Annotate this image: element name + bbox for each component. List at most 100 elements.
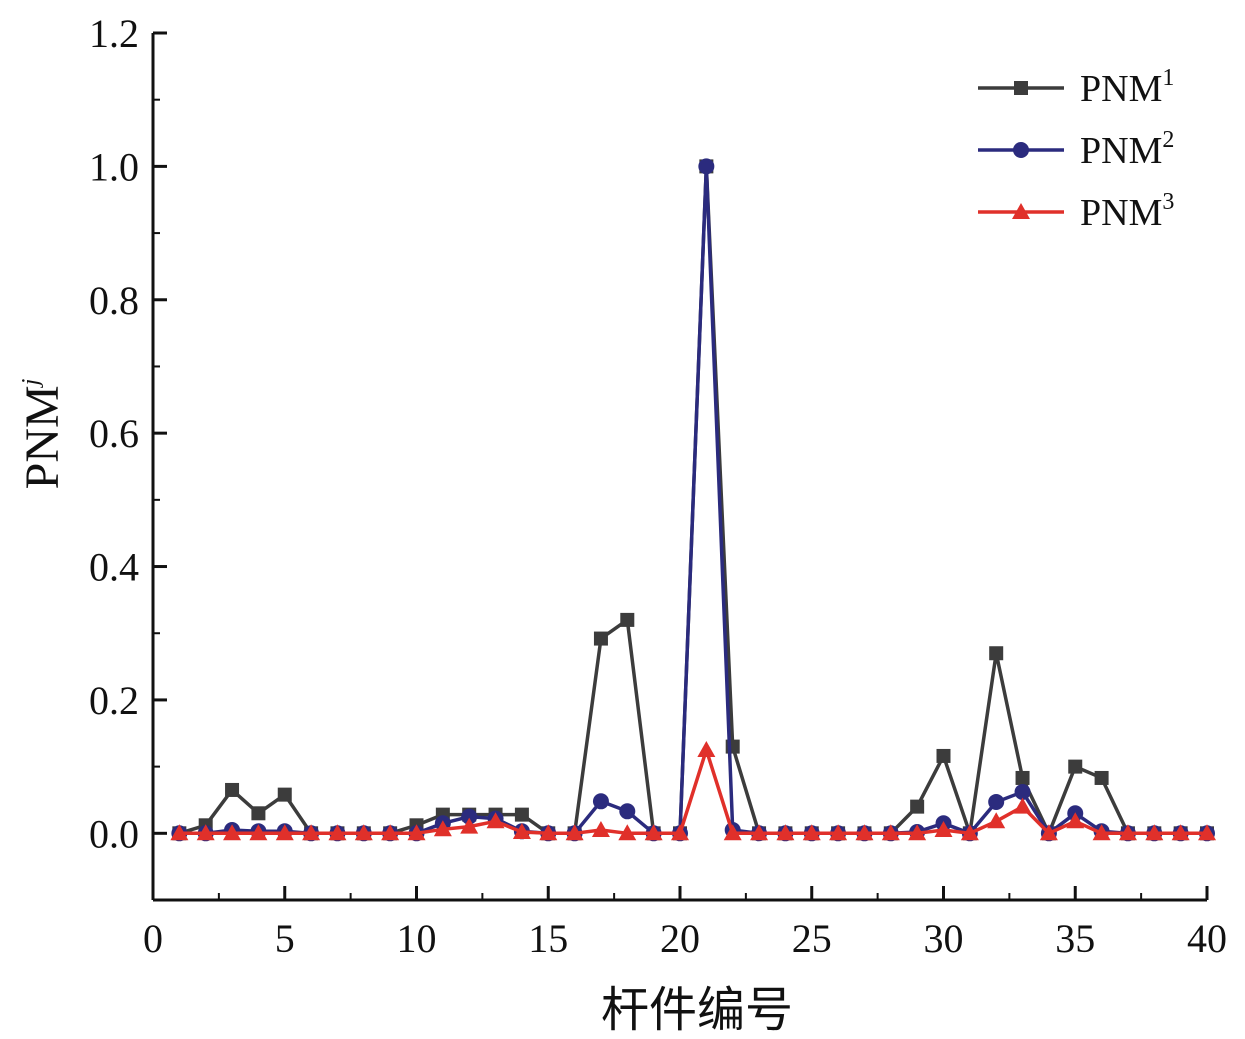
y-axis-title-sup: j — [18, 378, 44, 388]
y-tick-label: 0.6 — [89, 411, 139, 456]
legend-marker — [1014, 81, 1028, 95]
data-point-3 — [1145, 824, 1164, 841]
series-3 — [170, 740, 1216, 841]
data-point-3 — [512, 822, 531, 839]
data-point-3 — [170, 824, 189, 841]
series-2 — [171, 158, 1215, 842]
axes: 0 5 10 15 20 25 30 35 40 0.0 0.2 0.4 0.6 0.8 1.0 1.2 — [89, 11, 1227, 961]
data-point-2 — [698, 158, 715, 175]
data-point-3 — [618, 824, 637, 841]
data-point-3 — [1013, 797, 1032, 814]
legend-label-sup: 3 — [1162, 189, 1174, 215]
data-point-3 — [881, 824, 900, 841]
x-tick-label: 35 — [1055, 916, 1095, 961]
data-point-2 — [988, 793, 1005, 810]
x-axis-title: 杆件编号 — [601, 982, 793, 1038]
x-tick-label: 10 — [397, 916, 437, 961]
x-tick-label: 20 — [660, 916, 700, 961]
data-point-1 — [225, 782, 240, 797]
legend-label: PNM3 — [1080, 189, 1174, 234]
y-axis-title: PNMj — [16, 378, 69, 489]
data-point-3 — [1198, 824, 1216, 841]
series-line-3 — [179, 748, 1207, 836]
data-point-3 — [776, 824, 795, 841]
data-point-3 — [539, 824, 558, 841]
legend-marker — [1012, 203, 1030, 219]
y-tick-label: 0.8 — [89, 278, 139, 323]
data-point-3 — [987, 812, 1006, 829]
data-point-3 — [486, 812, 505, 829]
y-tick-label: 0.2 — [89, 678, 139, 723]
data-point-3 — [750, 824, 769, 841]
data-point-3 — [1118, 824, 1137, 841]
legend-label: PNM1 — [1080, 65, 1174, 110]
x-tick-label: 25 — [792, 916, 832, 961]
y-tick-label: 0.4 — [89, 545, 139, 590]
x-tick-label: 15 — [528, 916, 568, 961]
legend-label: PNM2 — [1080, 127, 1174, 172]
legend-item-1: PNM1 — [978, 65, 1174, 110]
data-point-1 — [593, 631, 608, 646]
data-point-3 — [1066, 812, 1085, 829]
data-point-1 — [1015, 770, 1030, 785]
legend-label-sup: 1 — [1162, 65, 1174, 91]
data-point-3 — [1092, 824, 1111, 841]
series-line-2 — [179, 164, 1207, 836]
y-tick-label: 1.2 — [89, 11, 139, 56]
data-point-3 — [908, 824, 927, 841]
data-point-1 — [910, 799, 925, 814]
data-point-3 — [934, 820, 953, 837]
data-point-3 — [723, 824, 742, 841]
data-point-1 — [1094, 770, 1109, 785]
data-point-3 — [196, 824, 215, 841]
data-point-3 — [855, 824, 874, 841]
y-tick-label: 1.0 — [89, 144, 139, 189]
data-point-3 — [960, 824, 979, 841]
data-point-2 — [619, 803, 636, 820]
data-point-1 — [514, 807, 529, 822]
legend-label-sup: 2 — [1162, 127, 1174, 153]
data-point-2 — [461, 808, 478, 825]
data-point-3 — [1039, 824, 1058, 841]
legend-marker — [1013, 142, 1029, 158]
data-point-3 — [354, 824, 373, 841]
data-point-3 — [328, 824, 347, 841]
data-point-3 — [697, 740, 716, 757]
legend-label-main: PNM — [1080, 192, 1162, 234]
y-axis-title-main: PNM — [16, 385, 69, 489]
data-point-3 — [591, 820, 610, 837]
data-point-3 — [829, 824, 848, 841]
data-point-3 — [223, 824, 242, 841]
data-point-3 — [460, 817, 479, 834]
x-tick-label: 0 — [143, 916, 163, 961]
data-point-1 — [277, 787, 292, 802]
series-layer — [170, 158, 1216, 842]
legend-item-2: PNM2 — [978, 127, 1174, 172]
legend-label-main: PNM — [1080, 68, 1162, 110]
data-point-3 — [433, 820, 452, 837]
legend-label-main: PNM — [1080, 130, 1162, 172]
data-point-3 — [275, 824, 294, 841]
data-point-1 — [251, 806, 266, 821]
data-point-3 — [565, 824, 584, 841]
data-point-3 — [644, 824, 663, 841]
legend-item-3: PNM3 — [978, 189, 1174, 234]
y-tick-label: 0.0 — [89, 811, 139, 856]
data-point-1 — [620, 612, 635, 627]
x-tick-label: 30 — [924, 916, 964, 961]
data-point-3 — [802, 824, 821, 841]
data-point-1 — [1068, 759, 1083, 774]
data-point-3 — [249, 824, 268, 841]
data-point-1 — [989, 646, 1004, 661]
data-point-2 — [592, 793, 609, 810]
data-point-2 — [1014, 783, 1031, 800]
data-point-3 — [302, 824, 321, 841]
data-point-3 — [381, 824, 400, 841]
data-point-1 — [936, 748, 951, 763]
x-tick-label: 5 — [275, 916, 295, 961]
data-point-3 — [407, 824, 426, 841]
data-point-3 — [1171, 824, 1190, 841]
x-tick-label: 40 — [1187, 916, 1227, 961]
